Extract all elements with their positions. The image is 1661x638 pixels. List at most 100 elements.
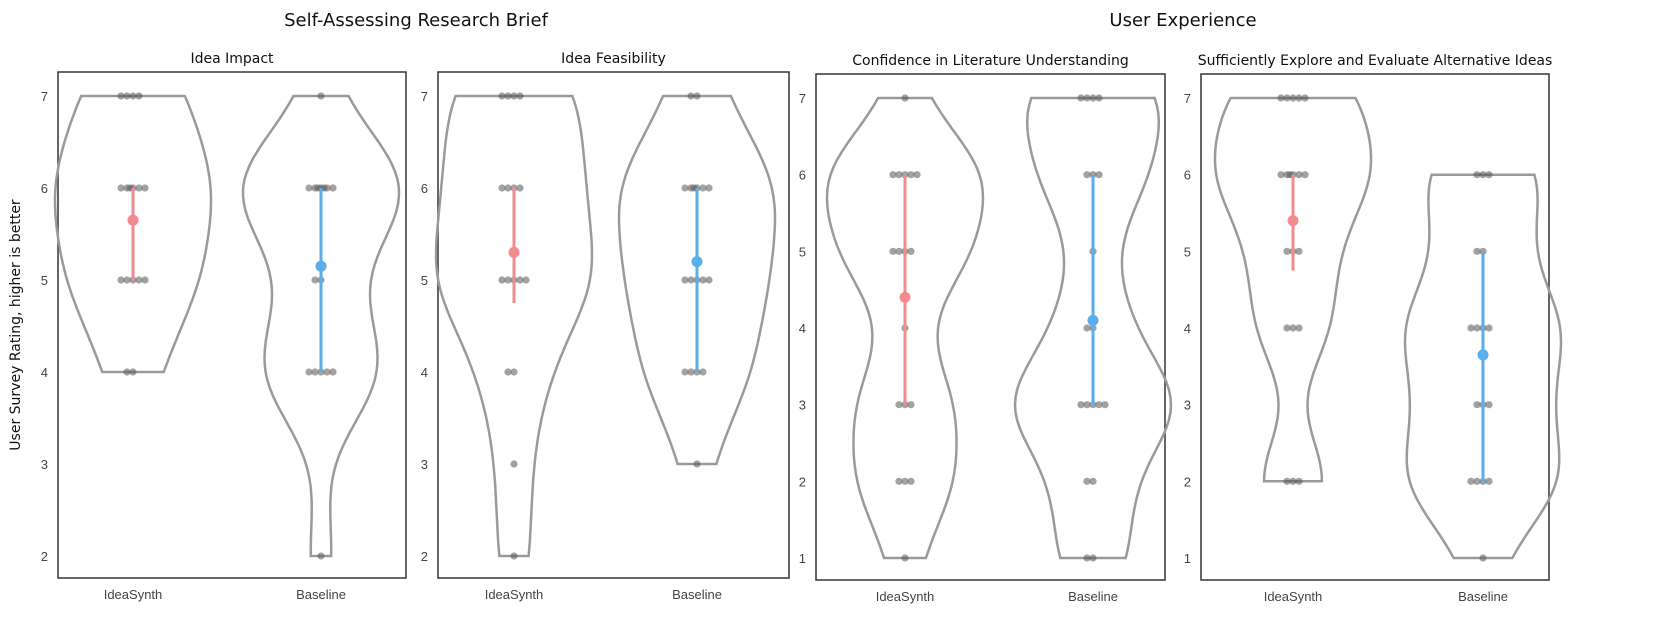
data-point	[1283, 94, 1291, 102]
data-point	[907, 247, 915, 255]
y-tick-label: 7	[41, 89, 48, 104]
data-point	[889, 247, 897, 255]
data-point	[516, 276, 524, 284]
y-tick-label: 5	[41, 273, 48, 288]
y-tick-label: 6	[1184, 168, 1191, 183]
data-point	[1473, 247, 1481, 255]
y-tick-label: 4	[799, 321, 806, 336]
data-point	[1467, 324, 1475, 332]
data-point	[123, 92, 131, 100]
violin-ideasynth	[825, 96, 985, 560]
data-point	[510, 368, 518, 376]
data-point	[129, 92, 137, 100]
panel-1: Idea Impact 2 3 4 5 6 7 IdeaSynth Baseline	[41, 51, 407, 602]
y-tick-label: 3	[41, 457, 48, 472]
data-point	[311, 276, 319, 284]
data-point	[1095, 171, 1103, 179]
data-point	[1083, 94, 1091, 102]
data-point	[305, 368, 313, 376]
data-point	[687, 276, 695, 284]
x-tick-label: Baseline	[1458, 589, 1508, 604]
data-point	[329, 368, 337, 376]
data-point	[705, 276, 713, 284]
violin-baseline	[241, 94, 401, 558]
data-point	[687, 92, 695, 100]
data-point	[504, 184, 512, 192]
violin-ideasynth	[1213, 96, 1373, 483]
data-point	[699, 368, 707, 376]
y-tick-label: 7	[1184, 91, 1191, 106]
y-tick-label: 4	[1184, 321, 1191, 336]
data-point	[1083, 401, 1091, 409]
mean-point-ideasynth	[899, 291, 911, 303]
data-point	[510, 552, 518, 560]
data-point	[1473, 401, 1481, 409]
data-point	[1089, 171, 1097, 179]
data-point	[1485, 324, 1493, 332]
axes-frame	[1200, 73, 1550, 581]
data-point	[1283, 324, 1291, 332]
data-point	[516, 92, 524, 100]
mean-point-baseline	[1087, 314, 1099, 326]
y-tick-label: 1	[1184, 551, 1191, 566]
x-tick-label: Baseline	[1068, 589, 1118, 604]
panel-3: Confidence in Literature Understanding 1 2…	[799, 53, 1173, 604]
data-point	[693, 460, 701, 468]
data-point	[1083, 554, 1091, 562]
x-tick-label: IdeaSynth	[1264, 589, 1323, 604]
data-point	[305, 184, 313, 192]
group-title-user-experience: User Experience	[1109, 10, 1256, 31]
data-point	[522, 276, 530, 284]
data-point	[1295, 171, 1303, 179]
panel-title: Idea Feasibility	[561, 51, 666, 67]
data-point	[135, 92, 143, 100]
data-point	[516, 184, 524, 192]
data-point	[498, 276, 506, 284]
data-point	[1295, 324, 1303, 332]
data-point	[681, 184, 689, 192]
data-point	[699, 184, 707, 192]
data-point	[504, 368, 512, 376]
data-point	[1277, 171, 1285, 179]
data-point	[901, 554, 909, 562]
data-point	[1289, 324, 1297, 332]
y-tick-label: 6	[421, 181, 428, 196]
x-tick-label: IdeaSynth	[485, 587, 544, 602]
mean-point-baseline	[1477, 349, 1489, 361]
axes-frame	[815, 73, 1166, 581]
panels: Idea Impact 2 3 4 5 6 7 IdeaSynth Baseline Idea F…	[41, 51, 1563, 604]
y-tick-label: 2	[799, 474, 806, 489]
data-point	[510, 460, 518, 468]
data-point	[901, 171, 909, 179]
data-point	[699, 276, 707, 284]
y-tick-label: 3	[1184, 398, 1191, 413]
violin-ideasynth	[434, 94, 594, 558]
data-point	[504, 276, 512, 284]
axes-frame	[57, 71, 407, 579]
x-tick-label: Baseline	[672, 587, 722, 602]
data-point	[1083, 477, 1091, 485]
data-point	[1089, 477, 1097, 485]
mean-point-ideasynth	[1287, 215, 1299, 227]
y-tick-label: 5	[799, 244, 806, 259]
mean-point-baseline	[315, 260, 327, 272]
y-tick-label: 4	[41, 365, 48, 380]
panel-title: Idea Impact	[190, 51, 274, 67]
data-point	[693, 92, 701, 100]
data-point	[311, 368, 319, 376]
data-point	[1289, 94, 1297, 102]
data-point	[1083, 171, 1091, 179]
panel-title: Sufficiently Explore and Evaluate Altern…	[1198, 53, 1553, 69]
y-tick-label: 5	[421, 273, 428, 288]
data-point	[1283, 247, 1291, 255]
data-point	[1473, 477, 1481, 485]
data-point	[1283, 477, 1291, 485]
data-point	[117, 276, 125, 284]
data-point	[1467, 477, 1475, 485]
data-point	[498, 92, 506, 100]
group-title-research-brief: Self-Assessing Research Brief	[284, 10, 549, 31]
data-point	[895, 171, 903, 179]
y-tick-label: 2	[1184, 474, 1191, 489]
x-tick-label: IdeaSynth	[876, 589, 935, 604]
data-point	[135, 276, 143, 284]
